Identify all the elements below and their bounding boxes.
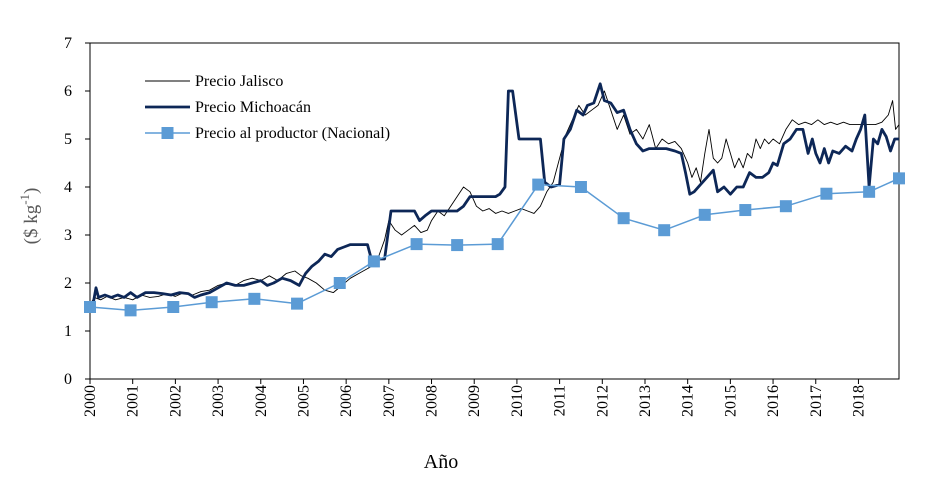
- y-tick-label: 4: [64, 179, 72, 196]
- x-tick-label: 2005: [295, 385, 312, 417]
- x-tick-label: 2008: [424, 385, 441, 417]
- chart-series: [84, 82, 905, 317]
- legend-item-1-label: Precio Jalisco: [195, 73, 283, 90]
- legend-item-2-label: Precio Michoacán: [195, 99, 311, 116]
- x-tick-label: 2018: [850, 385, 867, 417]
- data-point-precio-al-productor-nacional: [658, 224, 671, 237]
- chart-legend: Precio Jalisco Precio Michoacán Precio al …: [145, 73, 390, 142]
- data-point-precio-al-productor-nacional: [248, 292, 261, 305]
- x-tick-label: 2012: [594, 385, 611, 417]
- data-point-precio-al-productor-nacional: [167, 301, 180, 313]
- x-tick-label: 2015: [722, 385, 739, 417]
- x-axis-title: Año: [424, 451, 458, 473]
- legend-item-3-label: Precio al productor (Nacional): [195, 125, 390, 142]
- y-tick-label: 1: [64, 323, 72, 340]
- y-axis-title-main: ($ kg: [21, 204, 42, 244]
- data-point-precio-al-productor-nacional: [863, 185, 876, 198]
- plot-frame: [89, 42, 900, 380]
- data-point-precio-al-productor-nacional: [451, 239, 464, 252]
- y-tick-label: 7: [64, 35, 72, 52]
- chart-axes: 0 1 2 3 4 5 6 7 2000 2001 2002 2003 2004 2005 2006 2007…: [64, 35, 900, 417]
- y-tick-label: 5: [64, 131, 72, 148]
- series-line-precio-michoacan: [89, 82, 899, 306]
- x-tick-label: 2000: [82, 385, 99, 417]
- legend-item-3-marker: [161, 127, 174, 139]
- data-point-precio-al-productor-nacional: [333, 277, 346, 289]
- x-tick-label: 2014: [680, 385, 697, 417]
- y-axis-title-superscript: -1: [17, 194, 32, 205]
- data-point-precio-al-productor-nacional: [84, 301, 96, 313]
- x-tick-label: 2011: [552, 385, 569, 416]
- x-tick-label: 2017: [808, 385, 825, 417]
- data-point-precio-al-productor-nacional: [779, 200, 792, 213]
- data-point-precio-al-productor-nacional: [617, 212, 630, 225]
- data-point-precio-al-productor-nacional: [893, 172, 905, 185]
- x-tick-label: 2001: [125, 385, 142, 417]
- data-point-precio-al-productor-nacional: [367, 255, 380, 268]
- y-tick-label: 3: [64, 227, 72, 244]
- x-tick-label: 2002: [167, 385, 184, 417]
- x-tick-label: 2016: [765, 385, 782, 417]
- x-tick-label: 2004: [253, 385, 270, 417]
- data-point-precio-al-productor-nacional: [410, 238, 423, 251]
- y-tick-label: 0: [64, 371, 72, 388]
- data-point-precio-al-productor-nacional: [698, 208, 711, 221]
- y-tick-label: 2: [64, 275, 72, 292]
- data-point-precio-al-productor-nacional: [124, 304, 137, 317]
- x-tick-label: 2003: [210, 385, 227, 417]
- y-axis-title: ($ kg-1): [17, 188, 42, 245]
- x-tick-label: 2006: [338, 385, 355, 417]
- data-point-precio-al-productor-nacional: [491, 238, 504, 251]
- x-tick-label: 2010: [509, 385, 526, 417]
- y-tick-label: 6: [64, 83, 72, 100]
- data-point-precio-al-productor-nacional: [532, 178, 545, 191]
- data-point-precio-al-productor-nacional: [574, 181, 587, 193]
- x-tick-label: 2013: [637, 385, 654, 417]
- x-tick-label: 2007: [381, 385, 398, 417]
- data-point-precio-al-productor-nacional: [739, 204, 752, 217]
- y-axis-title-end: ): [21, 188, 42, 194]
- data-point-precio-al-productor-nacional: [820, 187, 833, 200]
- data-point-precio-al-productor-nacional: [291, 297, 304, 310]
- data-point-precio-al-productor-nacional: [205, 296, 218, 309]
- x-tick-label: 2009: [466, 385, 483, 417]
